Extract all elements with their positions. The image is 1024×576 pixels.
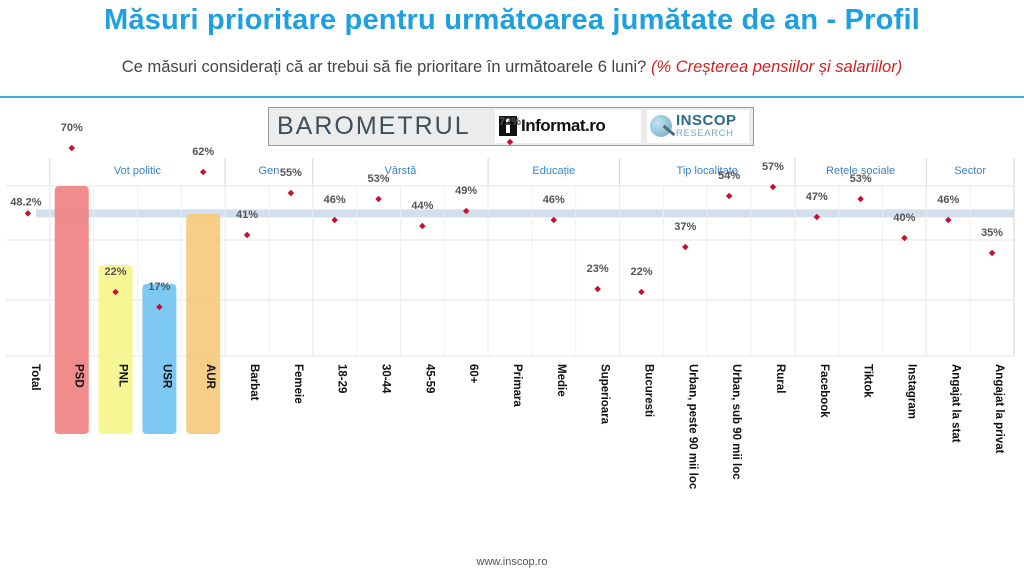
group-header-tip-localitate: Tip localitate <box>677 165 738 177</box>
category-label-facebook: Facebook <box>818 364 830 418</box>
group-header-varsta: Vârstă <box>385 165 418 177</box>
category-label-30-44: 30-44 <box>380 364 392 394</box>
data-label-30-44: 53% <box>368 173 390 185</box>
data-point-angajat-la-privat <box>988 249 996 257</box>
category-label-urban-peste-90-mii-loc: Urban, peste 90 mii loc <box>686 364 698 490</box>
data-label-pnl: 22% <box>105 266 127 278</box>
data-label-total: 48.2% <box>10 196 41 208</box>
subtitle-question: Ce măsuri considerați că ar trebui să fi… <box>121 58 647 76</box>
data-point-medie <box>550 216 558 224</box>
category-label-instagram: Instagram <box>905 364 917 419</box>
category-label-angajat-la-stat: Angajat la stat <box>949 364 961 443</box>
data-label-45-59: 44% <box>411 200 433 212</box>
data-label-urban-peste-90-mii-loc: 37% <box>674 221 696 233</box>
magnifier-icon <box>650 115 672 137</box>
party-box-usr <box>142 284 177 434</box>
party-box-psd <box>54 186 89 434</box>
category-label-medie: Medie <box>555 364 567 397</box>
data-label-usr: 17% <box>148 281 170 293</box>
data-label-60: 49% <box>455 185 477 197</box>
data-label-primara: 72% <box>499 116 521 128</box>
inscop-logo-name: INSCOP <box>676 112 737 129</box>
data-point-30-44 <box>375 195 382 203</box>
data-point-femeie <box>287 189 295 197</box>
data-point-total <box>24 210 32 217</box>
data-point-60 <box>462 207 470 215</box>
inscop-logo-sub: RESEARCH <box>676 128 734 139</box>
category-label-superioara: Superioara <box>599 364 611 425</box>
data-label-angajat-la-stat: 46% <box>937 194 959 206</box>
data-label-tiktok: 53% <box>850 173 872 185</box>
category-label-bucuresti: Bucuresti <box>642 364 654 417</box>
data-label-aur: 62% <box>192 146 214 158</box>
category-label-primara: Primara <box>511 364 523 407</box>
category-label-total: Total <box>29 364 41 391</box>
group-header-vot-politic: Vot politic <box>114 165 162 177</box>
category-label-45-59: 45-59 <box>423 364 435 393</box>
data-label-facebook: 47% <box>806 191 828 203</box>
group-header-educatie: Educație <box>532 165 575 177</box>
category-label-tiktok: Tiktok <box>862 364 874 398</box>
party-box-aur <box>186 214 221 434</box>
data-point-primara <box>506 138 514 146</box>
data-point-urban-sub-90-mii-loc <box>725 192 733 200</box>
category-label-usr: USR <box>160 364 172 389</box>
informat-logo: Informat.ro <box>495 110 641 143</box>
data-point-rural <box>769 183 777 191</box>
data-point-bucuresti <box>638 288 645 296</box>
data-point-aur <box>199 168 207 176</box>
total-reference-band <box>36 209 1014 218</box>
page-title: Măsuri prioritare pentru următoarea jumă… <box>104 4 920 36</box>
data-label-18-29: 46% <box>324 194 346 206</box>
group-header-gen: Gen <box>259 165 280 177</box>
category-label-aur: AUR <box>204 364 216 390</box>
subtitle-highlight: (% Creșterea pensiilor și salariilor) <box>650 58 903 76</box>
data-point-angajat-la-stat <box>945 216 952 224</box>
data-point-urban-peste-90-mii-loc <box>682 243 689 251</box>
data-point-facebook <box>813 213 821 221</box>
data-point-usr <box>156 303 163 311</box>
logo-banner: BAROMETRUL Informat.ro INSCOP RESEARCH <box>268 107 754 146</box>
data-label-medie: 46% <box>543 194 565 206</box>
category-label-pnl: PNL <box>117 364 129 387</box>
informat-logo-text: Informat.ro <box>521 116 606 135</box>
category-label-angajat-la-privat: Angajat la privat <box>993 364 1005 454</box>
data-label-urban-sub-90-mii-loc: 54% <box>718 170 740 182</box>
data-point-barbat <box>243 231 251 239</box>
group-header-sector: Sector <box>954 165 986 177</box>
data-label-bucuresti: 22% <box>630 266 652 278</box>
data-point-45-59 <box>419 222 426 230</box>
category-label-barbat: Barbat <box>248 364 260 401</box>
data-label-superioara: 23% <box>587 263 609 275</box>
barometrul-logo: BAROMETRUL <box>277 112 471 140</box>
category-label-rural: Rural <box>774 364 786 393</box>
data-point-instagram <box>901 234 908 242</box>
data-point-tiktok <box>857 195 864 203</box>
category-label-psd: PSD <box>73 364 85 388</box>
category-label-18-29: 18-29 <box>336 364 348 393</box>
title-divider <box>0 96 1024 98</box>
data-label-rural: 57% <box>762 161 784 173</box>
category-label-femeie: Femeie <box>292 364 304 404</box>
data-point-psd <box>68 144 75 152</box>
group-header-retele-sociale: Rețele sociale <box>826 165 895 177</box>
data-label-barbat: 41% <box>236 209 258 221</box>
party-box-pnl <box>98 265 133 434</box>
data-label-angajat-la-privat: 35% <box>981 227 1003 239</box>
data-label-psd: 70% <box>61 122 83 134</box>
category-label-60: 60+ <box>467 364 479 384</box>
inscop-logo: INSCOP RESEARCH <box>647 110 749 143</box>
informat-i-icon <box>499 116 517 136</box>
page-subtitle: Ce măsuri considerați că ar trebui să fi… <box>0 58 1024 77</box>
data-point-superioara <box>594 285 601 293</box>
footer-url: www.inscop.ro <box>476 556 548 568</box>
data-point-18-29 <box>331 216 338 224</box>
data-label-instagram: 40% <box>893 212 915 224</box>
category-label-urban-sub-90-mii-loc: Urban, sub 90 mii loc <box>730 364 742 480</box>
data-label-femeie: 55% <box>280 167 302 179</box>
